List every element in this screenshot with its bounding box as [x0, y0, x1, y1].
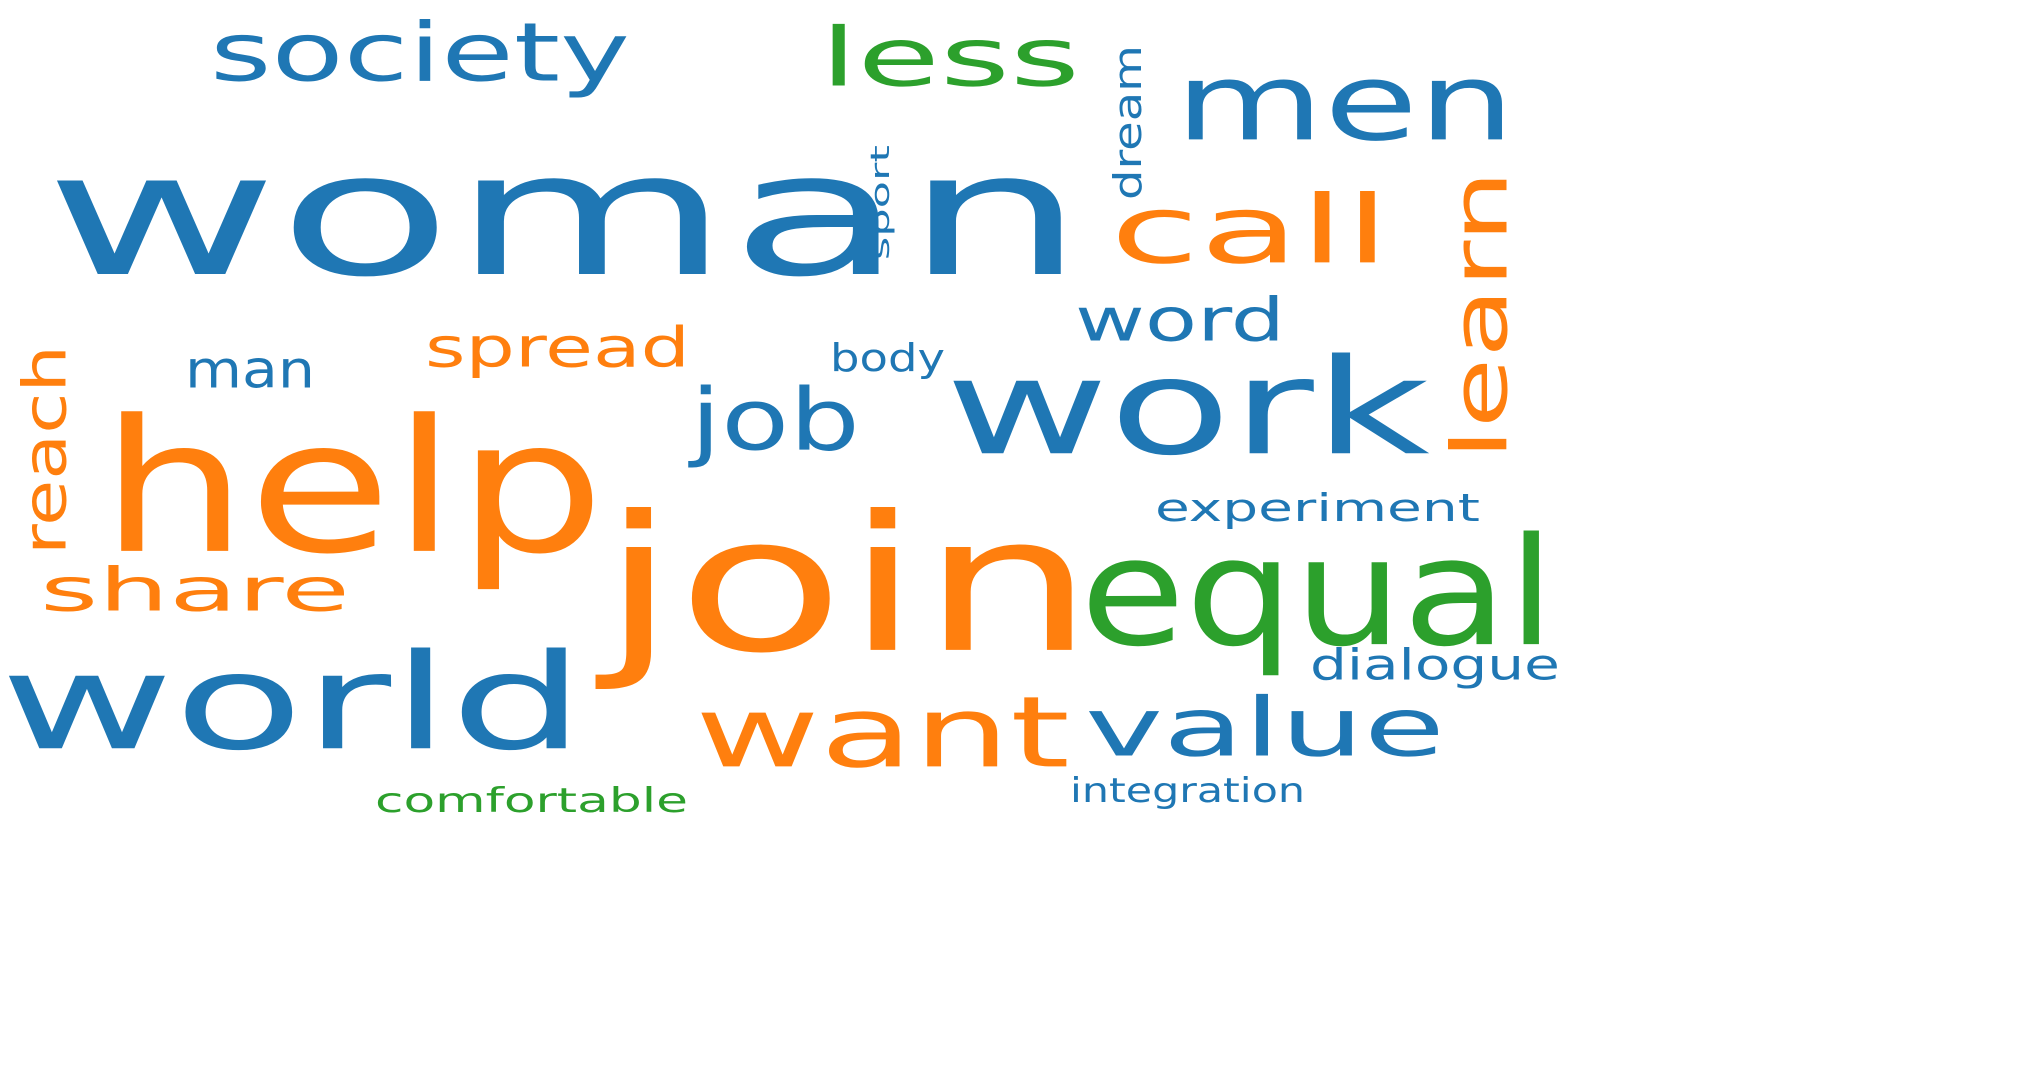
word-dream: dream: [1106, 45, 1150, 200]
word-equal: equal: [1080, 505, 1555, 679]
word-man: man: [185, 340, 315, 400]
word-job: job: [688, 371, 860, 470]
word-comfortable: comfortable: [375, 781, 688, 821]
word-word: word: [1075, 286, 1285, 355]
word-body: body: [830, 336, 945, 381]
word-world: world: [0, 625, 585, 779]
word-less: less: [820, 11, 1080, 105]
word-society: society: [210, 5, 630, 100]
word-work: work: [945, 331, 1430, 485]
word-learn: learn: [1435, 170, 1525, 460]
word-want: want: [695, 676, 1070, 790]
word-spread: spread: [425, 315, 690, 380]
word-share: share: [40, 556, 350, 625]
word-reach: reach: [10, 345, 80, 555]
word-call: call: [1110, 176, 1390, 285]
word-experiment: experiment: [1155, 486, 1480, 531]
word-woman: woman: [45, 116, 1085, 315]
word-help: help: [100, 380, 605, 594]
word-join: join: [595, 476, 1095, 694]
word-value: value: [1085, 680, 1445, 775]
word-dialogue: dialogue: [1310, 641, 1560, 690]
word-men: men: [1175, 41, 1515, 165]
word-sport: sport: [865, 145, 895, 260]
word-integration: integration: [1070, 771, 1305, 811]
